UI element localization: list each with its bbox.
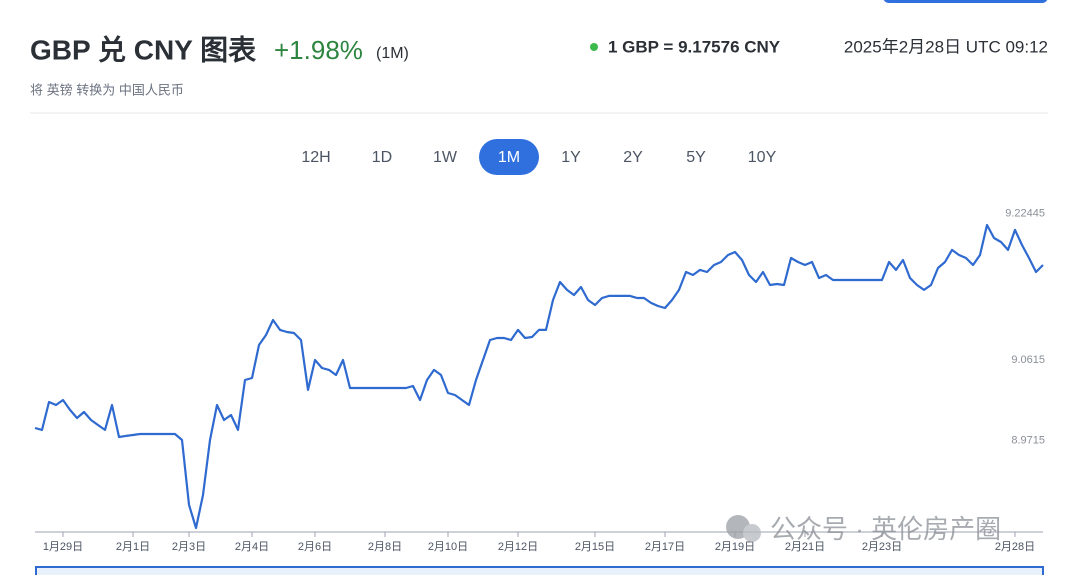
period: (1M) [376, 45, 409, 62]
x-tick-label: 2月8日 [368, 541, 402, 553]
tab-bar: 12H 1D 1W 1M 1Y 2Y 5Y 10Y [301, 139, 777, 175]
tab[interactable]: 1D [372, 149, 392, 166]
x-tick-label: 2月28日 [995, 541, 1035, 553]
timestamp: 2025年2月28日 UTC 09:12 [844, 37, 1048, 56]
tab-label[interactable]: 2Y [623, 149, 643, 166]
x-tick-label: 2月10日 [428, 541, 468, 553]
change-percent: +1.98% [274, 35, 363, 65]
x-tick-label: 2月1日 [116, 541, 150, 553]
x-tick-label: 2月15日 [575, 541, 615, 553]
subtitle: 将 英镑 转换为 中国人民币 [30, 82, 184, 97]
navigator[interactable] [35, 566, 1044, 575]
x-tick-label: 2月6日 [298, 541, 332, 553]
tab-label[interactable]: 1M [498, 149, 520, 166]
x-tick-label: 2月3日 [172, 541, 206, 553]
rate: 1 GBP = 9.17576 CNY [608, 37, 781, 56]
tab[interactable]: 12H [301, 149, 330, 166]
watermark: 公众号 · 英伦房产圈 [726, 514, 1001, 544]
page-title: GBP 兑 CNY 图表 [30, 34, 256, 65]
x-tick-label: 2月4日 [235, 541, 269, 553]
plot: 8.9715 9.0615 9.22445 1月29日 2月1日 2月3日 2月4日 2月6日… [34, 208, 1045, 553]
tab[interactable]: 1M [479, 139, 539, 175]
live-dot [590, 43, 598, 51]
y-tick-label: 9.0615 [1011, 354, 1045, 366]
tab-label[interactable]: 1Y [561, 149, 581, 166]
tab-label[interactable]: 1D [372, 149, 392, 166]
tab-label[interactable]: 1W [433, 149, 458, 166]
tab[interactable]: 1W [433, 149, 458, 166]
y-tick-label: 8.9715 [1011, 435, 1045, 447]
x-tick-label: 2月19日 [715, 541, 755, 553]
tab[interactable]: 2Y [623, 149, 643, 166]
y-tick-label: 9.22445 [1005, 208, 1045, 220]
x-tick-label: 2月12日 [498, 541, 538, 553]
tab-label[interactable]: 5Y [686, 149, 706, 166]
x-tick-label: 2月21日 [785, 541, 825, 553]
x-tick-label: 2月23日 [862, 541, 902, 553]
watermark-icon [743, 524, 761, 542]
rate-line [34, 223, 1044, 530]
x-tick-label: 1月29日 [43, 541, 83, 553]
top-button[interactable] [883, 0, 1048, 3]
tab[interactable]: 5Y [686, 149, 706, 166]
watermark-text: 公众号 · 英伦房产圈 [770, 514, 1001, 544]
tab[interactable]: 1Y [561, 149, 581, 166]
tab-label[interactable]: 10Y [748, 149, 777, 166]
tab-active-bg[interactable] [479, 139, 539, 175]
tab[interactable]: 10Y [748, 149, 777, 166]
tab-label[interactable]: 12H [301, 149, 330, 166]
x-tick-label: 2月17日 [645, 541, 685, 553]
